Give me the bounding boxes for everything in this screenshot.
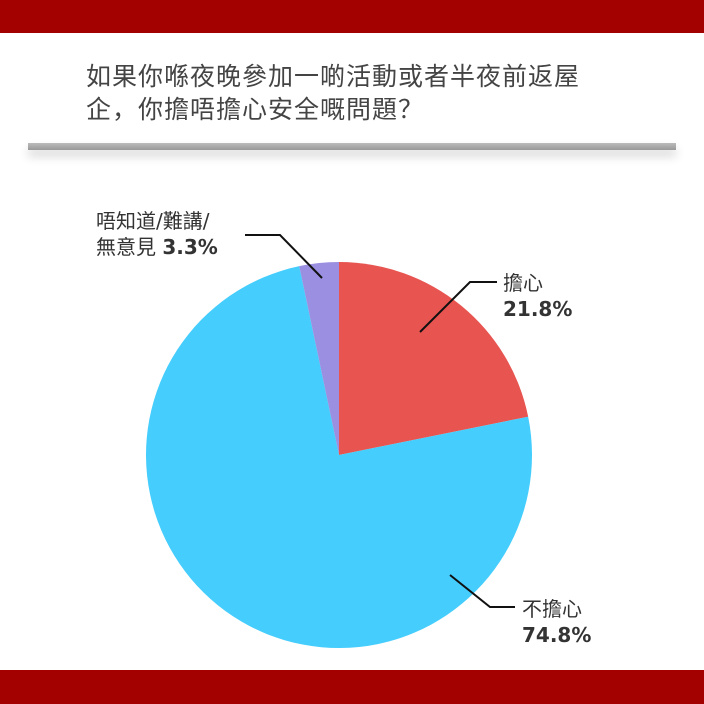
leader-line-unknown (245, 234, 323, 279)
label-worried-value: 21.8% (503, 297, 573, 321)
slice-worried (339, 262, 529, 455)
title-divider (28, 143, 676, 150)
label-unknown: 唔知道/難講/ 無意見 3.3% (96, 208, 218, 260)
label-worried-name: 擔心 (503, 271, 543, 295)
label-not-worried-name: 不擔心 (522, 597, 582, 621)
label-unknown-line1: 唔知道/難講/ (96, 209, 210, 233)
slice-not-worried (145, 266, 532, 648)
chart-title: 如果你喺夜晚參加一啲活動或者半夜前返屋企，你擔唔擔心安全嘅問題？ (86, 62, 581, 124)
top-band (0, 0, 704, 33)
label-unknown-value: 3.3% (162, 235, 218, 259)
slice-unknown (299, 262, 339, 455)
label-worried: 擔心 21.8% (503, 270, 572, 322)
label-not-worried-value: 74.8% (522, 623, 592, 647)
leader-line-not-worried (449, 574, 515, 608)
leader-line-worried (419, 281, 497, 333)
bottom-band (0, 670, 704, 704)
label-unknown-name: 無意見 (96, 235, 156, 259)
label-not-worried: 不擔心 74.8% (522, 596, 591, 648)
